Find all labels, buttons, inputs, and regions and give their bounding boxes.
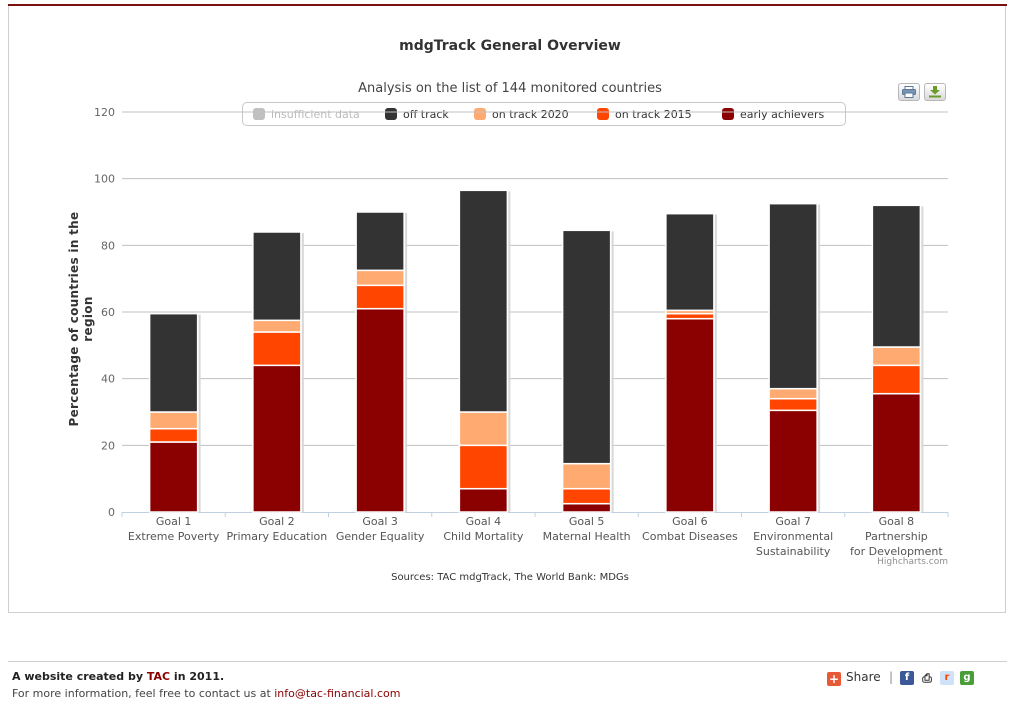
share-separator: | xyxy=(889,670,894,684)
x-category-label: Goal 8 xyxy=(879,515,915,528)
x-category-label: Goal 7 xyxy=(775,515,811,528)
y-tick-label: 20 xyxy=(101,439,115,452)
bar-off-track-2 xyxy=(252,231,302,322)
bar-early-achievers-4 xyxy=(458,487,509,513)
print-icon[interactable]: ⎙ xyxy=(920,671,934,685)
bar-on-track-2020-5 xyxy=(561,462,612,490)
bar-on-track-2015-3 xyxy=(355,284,405,310)
legend-swatch xyxy=(597,108,609,120)
bar-on-track-2020-3 xyxy=(355,269,405,287)
bar-off-track-3 xyxy=(355,211,405,272)
legend-label: off track xyxy=(403,108,449,121)
x-category-label: Combat Diseases xyxy=(642,530,738,543)
x-category-label: Goal 5 xyxy=(569,515,605,528)
bar-early-achievers-5 xyxy=(561,502,612,513)
x-category-label: Sustainability xyxy=(756,545,831,558)
bar-early-achievers-3 xyxy=(355,307,405,513)
legend-item-on-track-2020[interactable]: on track 2020 xyxy=(474,107,569,123)
bar-on-track-2020-4 xyxy=(458,411,509,447)
legend-swatch xyxy=(474,108,486,120)
y-axis-title: Percentage of countries in the region xyxy=(67,211,95,427)
plus-icon: + xyxy=(827,672,841,686)
x-category-label: Goal 2 xyxy=(259,515,295,528)
x-category-label: Child Mortality xyxy=(443,530,523,543)
download-chart-button[interactable] xyxy=(924,83,946,101)
y-tick-label: 100 xyxy=(94,173,115,186)
y-tick-label: 120 xyxy=(94,106,115,119)
bar-off-track-1 xyxy=(148,312,199,413)
y-tick-label: 40 xyxy=(101,373,115,386)
share-label: Share xyxy=(846,670,881,684)
bar-on-track-2020-2 xyxy=(252,319,302,333)
bar-on-track-2015-7 xyxy=(768,397,818,412)
legend-swatch xyxy=(385,108,397,120)
x-category-label: Goal 6 xyxy=(672,515,708,528)
legend-item-off-track[interactable]: off track xyxy=(385,107,449,123)
x-category-label: Environmental xyxy=(753,530,833,543)
bar-early-achievers-1 xyxy=(148,441,199,513)
footer-created-by: A website created by TAC in 2011. xyxy=(12,670,224,683)
footer-contact: For more information, feel free to conta… xyxy=(12,687,400,700)
bar-off-track-7 xyxy=(768,202,818,390)
top-accent-bar xyxy=(8,4,1007,6)
chart-plot: 0 20 40 60 80 100 120 Goal 1 Extreme Poverty Goal… xyxy=(94,106,949,558)
reddit-icon[interactable]: r xyxy=(940,671,954,685)
x-category-label: Gender Equality xyxy=(336,530,425,543)
bar-on-track-2020-8 xyxy=(871,346,922,367)
legend-label: early achievers xyxy=(740,108,825,121)
x-category-label: Goal 1 xyxy=(156,515,192,528)
legend-item-insufficient-data[interactable]: insufficient data xyxy=(253,107,360,123)
x-category-label: Goal 4 xyxy=(466,515,502,528)
footer-brand: TAC xyxy=(146,670,171,683)
x-category-label: Primary Education xyxy=(226,530,327,543)
chart-subtitle: Analysis on the list of 144 monitored co… xyxy=(358,81,662,96)
chart-title: mdgTrack General Overview xyxy=(399,38,621,54)
x-category-label: Maternal Health xyxy=(543,530,631,543)
print-icon xyxy=(902,86,916,98)
bar-early-achievers-6 xyxy=(665,317,715,513)
bar-on-track-2015-5 xyxy=(561,487,612,505)
y-tick-label: 60 xyxy=(101,306,115,319)
share-button[interactable]: + Share xyxy=(827,670,881,686)
y-tick-label: 0 xyxy=(108,506,115,519)
x-category-label: for Development xyxy=(850,545,943,558)
bar-off-track-8 xyxy=(871,204,922,348)
bar-early-achievers-7 xyxy=(768,409,818,513)
legend-label: on track 2020 xyxy=(492,108,569,121)
footer-created-suffix: in 2011. xyxy=(170,670,225,683)
bar-on-track-2020-7 xyxy=(768,387,818,400)
bar-off-track-5 xyxy=(561,229,612,465)
legend-item-on-track-2015[interactable]: on track 2015 xyxy=(597,107,692,123)
x-category-label: Partnership xyxy=(865,530,928,543)
highcharts-credits[interactable]: Highcharts.com xyxy=(877,557,948,567)
legend-label: on track 2015 xyxy=(615,108,692,121)
footer-contact-text: For more information, feel free to conta… xyxy=(12,687,275,700)
bar-on-track-2020-1 xyxy=(148,411,199,430)
footer-created-prefix: A website created by xyxy=(12,670,147,683)
download-icon xyxy=(929,86,941,98)
legend-swatch xyxy=(253,108,265,120)
x-category-label: Extreme Poverty xyxy=(128,530,220,543)
bar-off-track-4 xyxy=(458,189,509,413)
google-icon[interactable]: g xyxy=(960,671,974,685)
bar-on-track-2015-2 xyxy=(252,331,302,367)
print-chart-button[interactable] xyxy=(898,83,920,101)
x-category-label: Goal 3 xyxy=(362,515,398,528)
chart-legend: insufficient data off track on track 202… xyxy=(242,102,846,126)
bar-early-achievers-2 xyxy=(252,364,302,513)
contact-email-link[interactable]: info@tac-financial.com xyxy=(274,687,401,700)
bar-on-track-2015-8 xyxy=(871,364,922,395)
legend-label: insufficient data xyxy=(271,108,360,121)
legend-item-early-achievers[interactable]: early achievers xyxy=(722,107,824,123)
bar-on-track-2015-1 xyxy=(148,427,199,443)
chart-source: Sources: TAC mdgTrack, The World Bank: M… xyxy=(391,572,629,583)
y-tick-label: 80 xyxy=(101,239,115,252)
bar-early-achievers-8 xyxy=(871,392,922,513)
bar-off-track-6 xyxy=(665,212,715,312)
legend-swatch xyxy=(722,108,734,120)
bar-on-track-2015-4 xyxy=(458,444,509,490)
footer-divider xyxy=(8,661,1007,662)
facebook-icon[interactable]: f xyxy=(900,671,914,685)
